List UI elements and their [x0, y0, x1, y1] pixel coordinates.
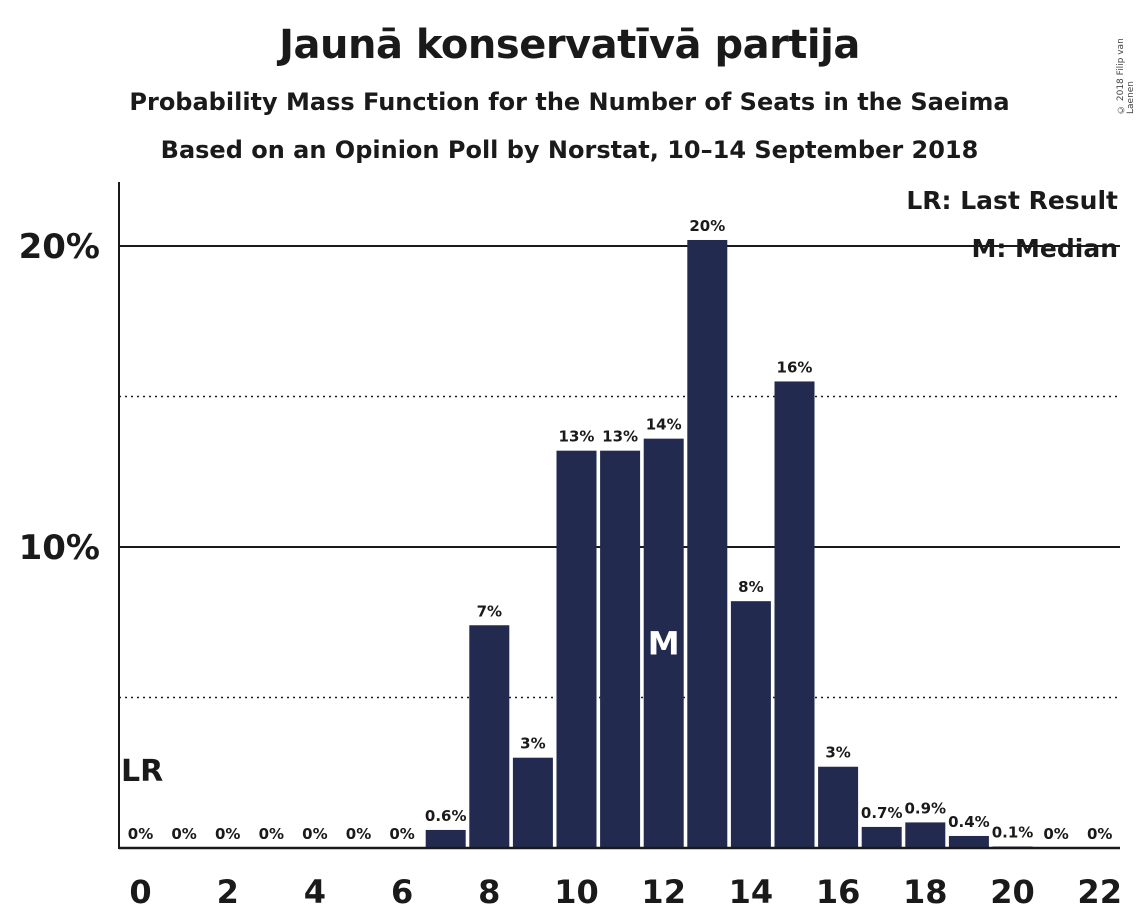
bar-value-label: 13%	[602, 428, 638, 446]
bar-value-label: 14%	[646, 416, 682, 434]
chart-source: Based on an Opinion Poll by Norstat, 10–…	[160, 136, 979, 164]
bar-value-label: 0%	[128, 825, 153, 843]
x-tick-label: 0	[129, 873, 151, 911]
x-tick-label: 14	[729, 873, 774, 911]
x-tick-label: 2	[217, 873, 239, 911]
x-tick-label: 4	[304, 873, 326, 911]
bar	[469, 625, 510, 848]
x-tick-label: 22	[1077, 873, 1122, 911]
bar-value-label: 0.1%	[992, 823, 1034, 841]
bar-value-label: 0%	[171, 825, 196, 843]
bar-value-label: 0%	[215, 825, 240, 843]
y-tick-label: 20%	[19, 227, 100, 267]
legend-median: M: Median	[971, 234, 1118, 263]
axes: 10% 20% 0 2 4 6 8 10 12 14 16 18 20 22	[19, 182, 1122, 911]
bar	[556, 450, 597, 848]
bar-value-label: 0%	[1087, 825, 1112, 843]
bar-value-label: 13%	[559, 428, 595, 446]
x-tick-label: 20	[990, 873, 1035, 911]
bar	[512, 757, 553, 848]
bar-value-label: 3%	[520, 735, 545, 753]
bar	[818, 766, 859, 848]
x-tick-label: 18	[903, 873, 948, 911]
y-tick-label: 10%	[19, 528, 100, 568]
bar	[774, 381, 815, 848]
bar-value-label: 0%	[259, 825, 284, 843]
bar-value-label: 0%	[346, 825, 371, 843]
bar-value-labels: 0% 0% 0% 0% 0% 0% 0% 0.6% 7% 3% 13% 13% 14% 20% 8% 16% 3…	[121, 217, 1112, 843]
x-tick-label: 10	[554, 873, 599, 911]
bar	[861, 826, 902, 848]
chart-subtitle: Probability Mass Function for the Number…	[129, 88, 1010, 116]
x-tick-label: 12	[641, 873, 686, 911]
bar	[730, 601, 771, 848]
bars	[425, 239, 1033, 849]
chart-title: Jaunā konservatīvā partija	[279, 22, 860, 68]
bar-value-label: 0.4%	[948, 813, 990, 831]
legend-last-result: LR: Last Result	[906, 186, 1118, 215]
bar-value-label: 3%	[825, 744, 850, 762]
bar-value-label: 0.6%	[425, 807, 467, 825]
bar-value-label: 7%	[477, 602, 502, 620]
bar	[948, 835, 989, 848]
bar-value-label: 0.9%	[904, 799, 946, 817]
bar	[600, 450, 641, 848]
bar-value-label: 0%	[1043, 825, 1068, 843]
bar-value-label: 0.7%	[861, 804, 903, 822]
last-result-marker: LR	[121, 754, 163, 789]
bar-value-label: 16%	[777, 358, 813, 376]
bar-value-label: 0%	[302, 825, 327, 843]
bar	[643, 438, 684, 848]
bar-value-label: 8%	[738, 578, 763, 596]
x-tick-label: 6	[391, 873, 413, 911]
bar	[687, 239, 728, 849]
median-marker: M	[648, 624, 680, 662]
bar-value-label: 20%	[689, 217, 725, 235]
x-tick-label: 8	[478, 873, 500, 911]
bar	[905, 822, 946, 848]
bar	[425, 829, 466, 848]
x-tick-label: 16	[816, 873, 861, 911]
bar-value-label: 0%	[389, 825, 414, 843]
